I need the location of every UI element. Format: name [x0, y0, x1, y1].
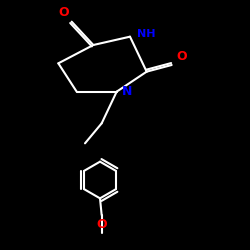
Text: NH: NH [138, 29, 156, 39]
Text: O: O [58, 6, 69, 19]
Text: N: N [122, 85, 132, 98]
Text: O: O [177, 50, 187, 62]
Text: O: O [96, 218, 107, 230]
